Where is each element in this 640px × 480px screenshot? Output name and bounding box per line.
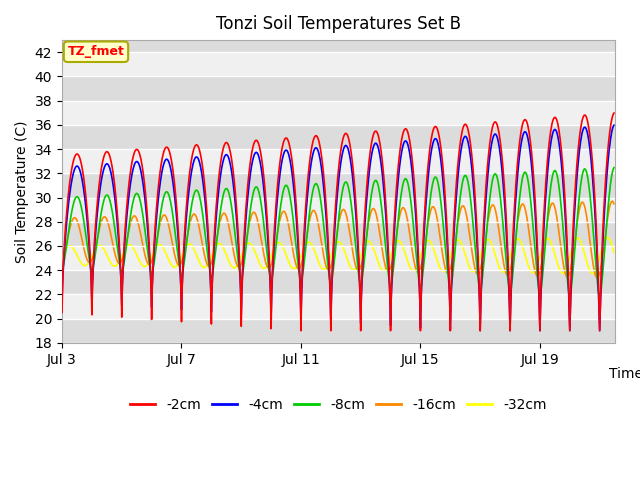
-8cm	[58, 267, 66, 273]
-2cm	[493, 123, 501, 129]
-2cm	[610, 110, 618, 116]
-8cm	[607, 182, 614, 188]
-32cm	[610, 249, 618, 255]
Bar	[62, 28, 614, 52]
-4cm	[58, 298, 66, 303]
Line: -8cm: -8cm	[62, 168, 614, 294]
-32cm	[581, 252, 589, 257]
-2cm	[297, 328, 305, 334]
-8cm	[610, 165, 618, 170]
Bar	[62, 319, 614, 343]
-4cm	[582, 124, 589, 130]
Bar	[62, 173, 614, 197]
-8cm	[84, 246, 92, 252]
Bar	[62, 125, 614, 149]
-8cm	[506, 291, 514, 297]
-16cm	[610, 201, 618, 207]
-4cm	[610, 122, 618, 128]
-32cm	[589, 271, 596, 276]
-16cm	[493, 215, 500, 220]
Legend: -2cm, -4cm, -8cm, -16cm, -32cm: -2cm, -4cm, -8cm, -16cm, -32cm	[124, 392, 552, 417]
-16cm	[581, 204, 589, 210]
-4cm	[476, 328, 484, 334]
-16cm	[609, 198, 616, 204]
-4cm	[116, 248, 124, 254]
-32cm	[116, 258, 124, 264]
-32cm	[228, 264, 236, 269]
-32cm	[604, 235, 611, 240]
-32cm	[493, 258, 500, 264]
Bar	[62, 76, 614, 101]
Bar	[62, 222, 614, 246]
-2cm	[58, 310, 66, 315]
-16cm	[607, 201, 614, 207]
-2cm	[582, 112, 589, 118]
-32cm	[607, 240, 615, 245]
X-axis label: Time: Time	[609, 367, 640, 381]
-4cm	[607, 137, 614, 143]
-16cm	[58, 256, 66, 262]
-4cm	[84, 224, 92, 230]
-8cm	[228, 204, 236, 210]
-8cm	[582, 167, 589, 172]
Text: TZ_fmet: TZ_fmet	[68, 45, 124, 58]
Line: -32cm: -32cm	[62, 238, 614, 274]
-2cm	[84, 215, 92, 221]
-32cm	[84, 261, 92, 267]
Line: -16cm: -16cm	[62, 201, 614, 278]
Bar	[62, 270, 614, 294]
-2cm	[228, 157, 236, 163]
-16cm	[84, 258, 92, 264]
Title: Tonzi Soil Temperatures Set B: Tonzi Soil Temperatures Set B	[216, 15, 461, 33]
-32cm	[58, 253, 66, 259]
Line: -4cm: -4cm	[62, 125, 614, 331]
-8cm	[116, 259, 124, 265]
-8cm	[493, 174, 500, 180]
-16cm	[116, 261, 124, 266]
Line: -2cm: -2cm	[62, 113, 614, 331]
-2cm	[607, 124, 614, 130]
-16cm	[593, 275, 601, 281]
-4cm	[228, 169, 236, 175]
-16cm	[228, 239, 236, 244]
-2cm	[116, 242, 124, 248]
Y-axis label: Soil Temperature (C): Soil Temperature (C)	[15, 120, 29, 263]
-4cm	[493, 135, 501, 141]
